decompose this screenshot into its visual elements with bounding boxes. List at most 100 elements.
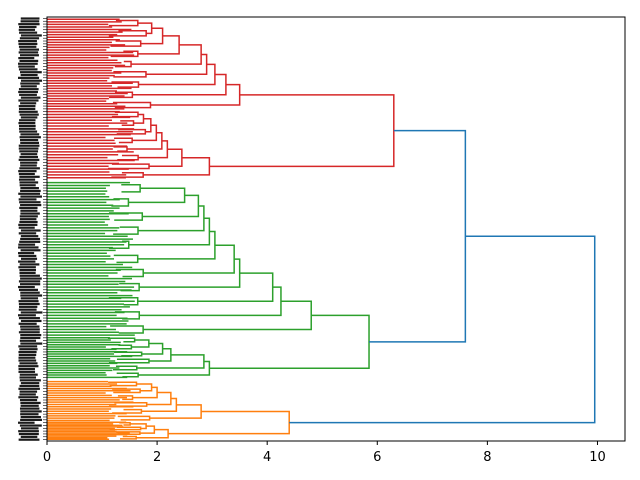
leaf-label-mark bbox=[19, 220, 38, 224]
red-inner-link bbox=[111, 172, 144, 178]
leaf-label-mark bbox=[20, 187, 39, 190]
leaf-label-mark bbox=[20, 102, 37, 105]
leaf-label-mark bbox=[18, 432, 39, 436]
leaf-label-mark bbox=[18, 350, 37, 354]
x-tick-label: 8 bbox=[483, 450, 491, 465]
leaf-label-mark bbox=[18, 90, 38, 94]
leaf-label-mark bbox=[19, 155, 39, 159]
orange-merge-link bbox=[130, 423, 147, 430]
leaf-labels bbox=[18, 17, 47, 441]
leaf-label-mark bbox=[18, 302, 40, 306]
leaf-label-mark bbox=[19, 167, 40, 170]
red-inner-link bbox=[120, 120, 135, 127]
leaf-label-mark bbox=[18, 62, 38, 65]
leaf-label-mark bbox=[20, 138, 39, 142]
leaf-label-mark bbox=[18, 254, 37, 258]
red-merge-link bbox=[143, 157, 211, 176]
leaf-label-mark bbox=[18, 99, 39, 102]
orange-inner-link bbox=[112, 388, 141, 394]
leaf-label-mark bbox=[19, 348, 38, 351]
leaf-label-mark bbox=[18, 365, 39, 368]
leaf-label-mark bbox=[19, 384, 40, 388]
orange-merge-link bbox=[132, 386, 158, 399]
leaf-label-mark bbox=[18, 300, 39, 303]
leaf-label-mark bbox=[20, 404, 39, 407]
orange-merge-link bbox=[146, 391, 172, 406]
leaf-label-mark bbox=[18, 232, 37, 235]
leaf-label-mark bbox=[18, 42, 38, 46]
orange-inner-link bbox=[108, 401, 148, 407]
leaf-label-mark bbox=[18, 28, 36, 31]
leaf-label-mark bbox=[20, 342, 43, 345]
leaf-label-mark bbox=[20, 153, 38, 156]
leaf-label-mark bbox=[19, 113, 39, 116]
leaf-label-mark bbox=[20, 209, 38, 212]
leaf-label-mark bbox=[20, 34, 42, 37]
leaf-label-mark bbox=[19, 59, 39, 63]
leaf-label-mark bbox=[18, 359, 37, 362]
leaf-label-mark bbox=[18, 147, 39, 150]
leaf-label-mark bbox=[19, 93, 37, 96]
red-merge-link bbox=[137, 35, 180, 55]
red-merge-link bbox=[145, 53, 208, 76]
leaf-label-mark bbox=[18, 387, 40, 390]
leaf-label-mark bbox=[18, 110, 38, 113]
leaf-label-mark bbox=[20, 418, 42, 421]
leaf-label-mark bbox=[20, 435, 38, 438]
green-merge-link bbox=[128, 187, 186, 204]
x-tick-label: 10 bbox=[589, 450, 606, 465]
leaf-label-mark bbox=[20, 79, 43, 82]
leaf-label-mark bbox=[19, 54, 39, 57]
leaf-label-mark bbox=[19, 339, 37, 342]
green-inner-link bbox=[113, 254, 139, 264]
red-inner-link bbox=[111, 111, 139, 118]
leaf-label-mark bbox=[20, 249, 41, 252]
leaf-label-mark bbox=[20, 229, 41, 232]
leaf-label-mark bbox=[19, 373, 38, 376]
x-tick-label: 0 bbox=[43, 450, 51, 465]
cluster-green-links bbox=[47, 181, 370, 379]
leaf-label-mark bbox=[19, 31, 38, 34]
leaf-label-mark bbox=[20, 96, 41, 99]
leaf-label-mark bbox=[18, 421, 35, 424]
leaf-label-mark bbox=[19, 376, 37, 379]
leaf-label-mark bbox=[20, 382, 40, 385]
leaf-label-mark bbox=[20, 410, 42, 413]
leaf-label-mark bbox=[20, 311, 43, 314]
leaf-label-mark bbox=[20, 277, 42, 280]
leaf-label-mark bbox=[18, 88, 39, 91]
red-inner-link bbox=[111, 81, 140, 88]
green-inner-link bbox=[108, 358, 150, 364]
green-merge-link bbox=[138, 360, 211, 376]
leaf-label-mark bbox=[19, 218, 37, 221]
red-merge-link bbox=[132, 124, 158, 142]
leaf-label-mark bbox=[19, 268, 36, 272]
leaf-label-mark bbox=[19, 283, 41, 286]
leaf-label-mark bbox=[20, 85, 37, 88]
leaf-label-mark bbox=[20, 336, 41, 340]
leaf-label-mark bbox=[20, 17, 40, 20]
leaf-label-mark bbox=[18, 76, 40, 79]
leaf-label-mark bbox=[18, 243, 36, 246]
leaf-label-mark bbox=[19, 240, 41, 243]
leaf-label-mark bbox=[20, 189, 41, 193]
leaf-label-mark bbox=[18, 124, 36, 128]
green-merge-link bbox=[137, 272, 274, 302]
leaf-label-mark bbox=[18, 370, 36, 373]
green-inner-link bbox=[107, 337, 136, 343]
leaf-label-mark bbox=[19, 119, 36, 122]
x-tick-label: 6 bbox=[373, 450, 381, 465]
leaf-label-mark bbox=[18, 198, 37, 201]
leaf-label-mark bbox=[20, 237, 40, 241]
leaf-label-mark bbox=[18, 107, 36, 111]
leaf-label-mark bbox=[18, 252, 35, 255]
green-merge-link bbox=[131, 339, 150, 348]
leaf-label-mark bbox=[20, 235, 39, 238]
leaf-label-mark bbox=[19, 37, 40, 40]
leaf-label-mark bbox=[20, 73, 38, 77]
leaf-label-mark bbox=[20, 427, 39, 430]
leaf-label-mark bbox=[19, 379, 41, 382]
orange-inner-link bbox=[120, 435, 137, 440]
green-merge-link bbox=[137, 230, 216, 260]
leaf-label-mark bbox=[18, 438, 40, 441]
